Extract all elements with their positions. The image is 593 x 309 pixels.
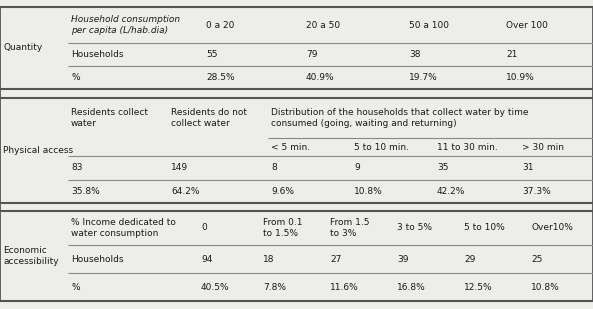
Text: 11.6%: 11.6% [330,282,359,291]
Text: 28.5%: 28.5% [206,73,235,82]
Text: 25: 25 [531,255,543,264]
Text: 55: 55 [206,50,218,59]
Text: 19.7%: 19.7% [409,73,438,82]
Text: 5 to 10 min.: 5 to 10 min. [354,142,409,151]
Text: 10.9%: 10.9% [506,73,535,82]
Text: 0 a 20: 0 a 20 [206,20,234,29]
Text: > 30 min: > 30 min [522,142,564,151]
Text: 149: 149 [171,163,188,172]
Text: 37.3%: 37.3% [522,187,551,196]
Text: 40.5%: 40.5% [201,282,229,291]
Text: 5 to 10%: 5 to 10% [464,223,505,232]
Text: 79: 79 [306,50,317,59]
Text: 83: 83 [71,163,82,172]
Text: Households: Households [71,255,123,264]
Text: 12.5%: 12.5% [464,282,493,291]
Text: 20 a 50: 20 a 50 [306,20,340,29]
Text: Economic
accessibility: Economic accessibility [3,246,59,266]
Text: 18: 18 [263,255,275,264]
Text: 7.8%: 7.8% [263,282,286,291]
Text: 16.8%: 16.8% [397,282,426,291]
Text: < 5 min.: < 5 min. [271,142,310,151]
Text: 11 to 30 min.: 11 to 30 min. [437,142,498,151]
Text: Households: Households [71,50,123,59]
Text: 29: 29 [464,255,476,264]
Text: Distribution of the households that collect water by time
consumed (going, waiti: Distribution of the households that coll… [271,108,528,128]
Text: Residents collect
water: Residents collect water [71,108,148,128]
Text: 21: 21 [506,50,517,59]
Text: 0: 0 [201,223,207,232]
Text: 50 a 100: 50 a 100 [409,20,449,29]
Text: Household consumption
per capita (L/hab.dia): Household consumption per capita (L/hab.… [71,15,180,35]
Text: 35: 35 [437,163,448,172]
Text: 35.8%: 35.8% [71,187,100,196]
Text: Quantity: Quantity [3,44,42,53]
Text: 64.2%: 64.2% [171,187,199,196]
Text: Over10%: Over10% [531,223,573,232]
Text: 31: 31 [522,163,534,172]
Text: From 1.5
to 3%: From 1.5 to 3% [330,218,369,238]
Text: 42.2%: 42.2% [437,187,466,196]
Text: 10.8%: 10.8% [531,282,560,291]
Text: 39: 39 [397,255,409,264]
Text: 9.6%: 9.6% [271,187,294,196]
Text: 9: 9 [354,163,360,172]
Text: From 0.1
to 1.5%: From 0.1 to 1.5% [263,218,302,238]
Text: %: % [71,73,79,82]
Text: 94: 94 [201,255,212,264]
Text: % Income dedicated to
water consumption: % Income dedicated to water consumption [71,218,176,238]
Text: Physical access: Physical access [3,146,73,155]
Text: 40.9%: 40.9% [306,73,334,82]
Text: Over 100: Over 100 [506,20,548,29]
Text: Residents do not
collect water: Residents do not collect water [171,108,247,128]
Text: 38: 38 [409,50,420,59]
Text: %: % [71,282,79,291]
Text: 8: 8 [271,163,277,172]
Text: 10.8%: 10.8% [354,187,382,196]
Text: 3 to 5%: 3 to 5% [397,223,432,232]
Text: 27: 27 [330,255,342,264]
